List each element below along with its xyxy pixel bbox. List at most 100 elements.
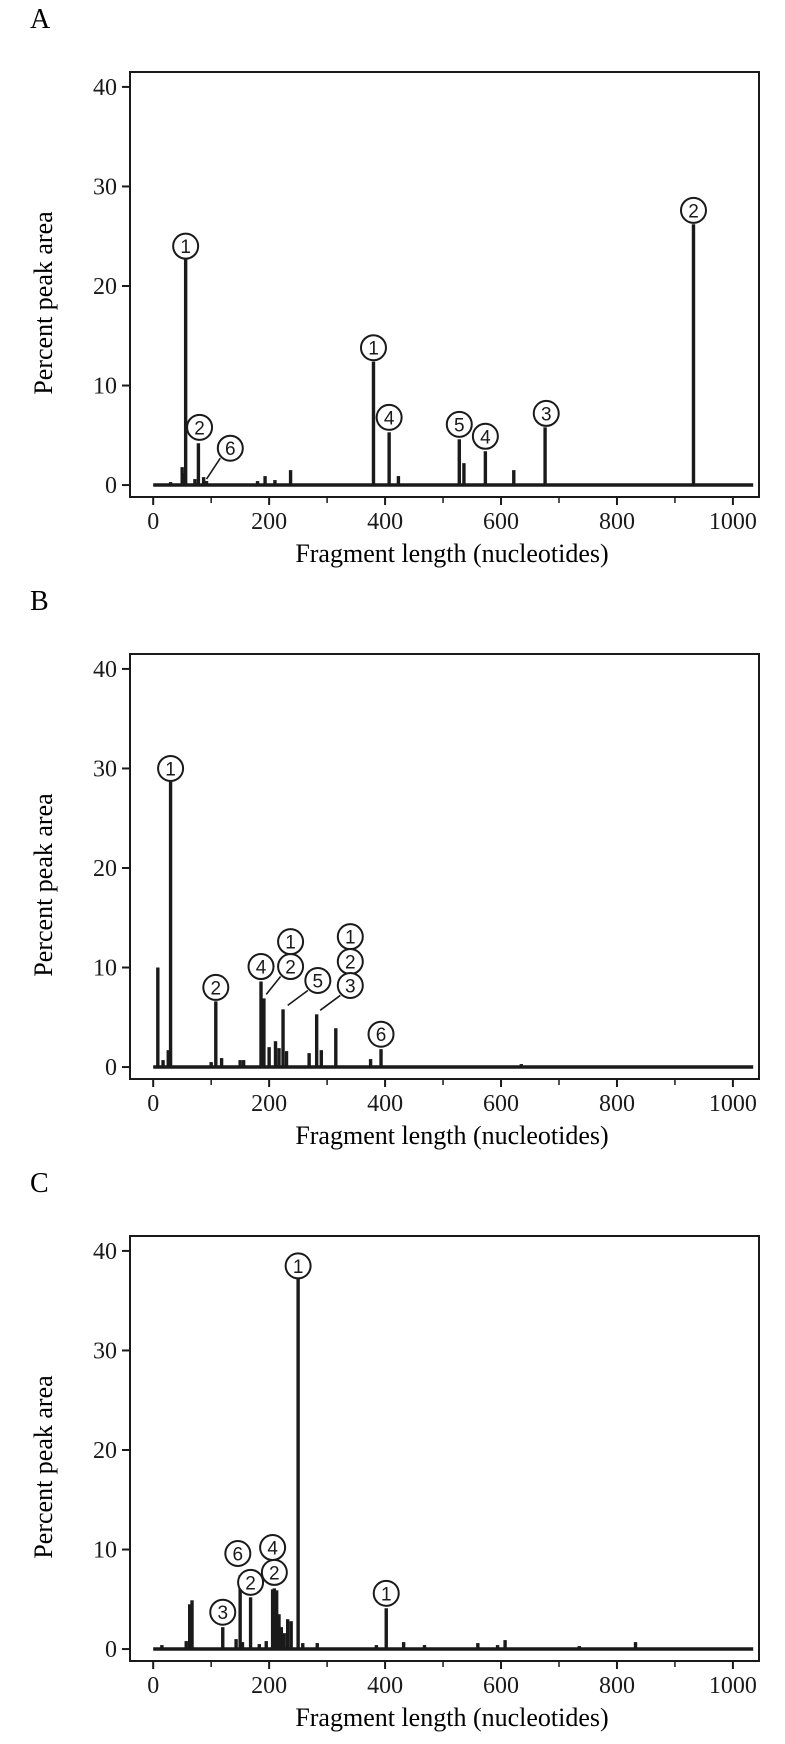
panel-a-annotation-circle-6 — [471, 422, 499, 450]
panel-c-annotation-label-5: 2 — [269, 1563, 280, 1584]
panel-a-y-tick-label-0: 0 — [105, 473, 117, 499]
panel-b-x-tick-label-0: 0 — [147, 1091, 159, 1117]
panel-b-annotation-label-2: 4 — [256, 958, 267, 979]
panel-b-y-tick-label-40: 40 — [93, 657, 117, 683]
panel-a-x-tick-label-600: 600 — [483, 509, 519, 535]
panel-c-annotation-label-1: 3 — [217, 1603, 228, 1624]
panel-c-plot-frame — [129, 1235, 760, 1662]
panel-a-annotation-circle-4 — [375, 403, 403, 431]
panel-a-letter: A — [30, 4, 51, 35]
panel-a-annotation-circle-5 — [445, 410, 473, 438]
panel-c-annotation-circle-6 — [372, 1579, 400, 1607]
panel-a-annotation-label-4: 4 — [384, 408, 395, 429]
panel-c-annotation-label-3: 2 — [245, 1573, 256, 1594]
panel-a-x-tick-label-200: 200 — [251, 509, 287, 535]
panel-b-x-tick-label-200: 200 — [251, 1091, 287, 1117]
panel-a-annotation-label-7: 3 — [541, 404, 552, 425]
panel-a-annotation-label-6: 4 — [480, 427, 491, 448]
panel-c-x-tick-label-800: 800 — [599, 1673, 635, 1699]
panel-c-y-tick-label-20: 20 — [93, 1438, 117, 1464]
panel-a-x-tick-label-800: 800 — [599, 509, 635, 535]
panel-c-y-tick-label-30: 30 — [93, 1338, 117, 1364]
panel-c-y-tick-label-0: 0 — [105, 1637, 117, 1663]
panel-a-annotation-label-5: 5 — [454, 415, 465, 436]
panel-c-annotation-circle-5 — [260, 1558, 288, 1586]
panel-a-x-tick-label-0: 0 — [147, 509, 159, 535]
panel-b-letter: B — [30, 586, 49, 617]
panel-c: C Percent peak area Fragment length (nuc… — [29, 1168, 760, 1732]
panel-b-y-tick-label-20: 20 — [93, 856, 117, 882]
panel-c-annotation-label-6: 1 — [381, 1584, 392, 1605]
panel-c-x-tick-label-200: 200 — [251, 1673, 287, 1699]
panel-b-y-tick-label-10: 10 — [93, 956, 117, 982]
panel-c-x-axis-title: Fragment length (nucleotides) — [295, 1703, 608, 1732]
panel-c-annotation-circle-3 — [237, 1568, 265, 1596]
panel-a-annotation-circle-0 — [172, 232, 200, 260]
panel-b-annotation-circle-1 — [202, 973, 230, 1001]
panel-a-annotation-label-3: 1 — [368, 339, 379, 360]
panel-c-annotation-label-2: 6 — [233, 1545, 244, 1566]
panel-b-annotation-leader-8 — [319, 994, 341, 1011]
panel-a-y-axis-title: Percent peak area — [29, 211, 58, 395]
panel-b-annotation-label-4: 1 — [285, 933, 296, 954]
panel-b-annotation-leader-3 — [265, 976, 282, 995]
panel-a-annotation-circle-1 — [186, 413, 214, 441]
panel-c-x-tick-label-0: 0 — [147, 1673, 159, 1699]
panel-a-annotation-label-1: 2 — [194, 418, 205, 439]
panel-c-letter: C — [30, 1168, 49, 1199]
panel-a-annotation-circle-7 — [532, 399, 560, 427]
panel-c-x-tick-label-400: 400 — [367, 1673, 403, 1699]
panel-b-y-axis-title: Percent peak area — [29, 793, 58, 977]
panel-b-x-tick-label-1000: 1000 — [709, 1091, 757, 1117]
panel-a-y-tick-label-40: 40 — [93, 75, 117, 101]
panel-a-plot-frame — [129, 71, 760, 498]
panel-a-annotation-label-0: 1 — [180, 237, 191, 258]
panel-b-annotation-label-1: 2 — [211, 978, 222, 999]
panel-a-x-tick-label-400: 400 — [367, 509, 403, 535]
panel-b-x-axis-title: Fragment length (nucleotides) — [295, 1121, 608, 1150]
panel-c-annotation-circle-2 — [224, 1540, 252, 1568]
panel-b-annotation-label-9: 6 — [376, 1025, 387, 1046]
panel-a-annotation-label-8: 2 — [688, 201, 699, 222]
panel-b-annotation-leader-5 — [287, 989, 309, 1006]
panel-a-y-tick-label-10: 10 — [93, 374, 117, 400]
panel-b-annotation-label-3: 2 — [285, 958, 296, 979]
panel-c-y-tick-label-40: 40 — [93, 1239, 117, 1265]
panel-c-annotation-circle-0 — [284, 1252, 312, 1280]
panel-b-annotation-label-5: 5 — [313, 971, 324, 992]
panel-b-annotation-label-6: 1 — [345, 928, 356, 949]
panel-b-annotation-circle-5 — [304, 966, 332, 994]
panel-b-annotation-label-0: 1 — [165, 759, 176, 780]
panel-c-x-tick-label-1000: 1000 — [709, 1673, 757, 1699]
panel-a-annotation-leader-2 — [205, 457, 221, 480]
panel-b-plot-frame — [129, 653, 760, 1080]
panel-a-x-tick-label-1000: 1000 — [709, 509, 757, 535]
panel-c-annotation-circle-1 — [209, 1598, 237, 1626]
panel-c-annotation-label-4: 4 — [267, 1539, 278, 1560]
panel-c-y-tick-label-10: 10 — [93, 1538, 117, 1564]
panel-b-annotation-circle-4 — [277, 928, 305, 956]
panel-c-x-tick-label-600: 600 — [483, 1673, 519, 1699]
panel-b-x-tick-label-400: 400 — [367, 1091, 403, 1117]
panel-b-annotation-circle-0 — [157, 754, 185, 782]
panel-b: B Percent peak area Fragment length (nuc… — [29, 586, 760, 1150]
panel-a-y-tick-label-20: 20 — [93, 274, 117, 300]
panel-a-annotation-circle-8 — [679, 196, 707, 224]
panel-b-annotation-circle-2 — [247, 953, 275, 981]
panel-a-annotation-circle-3 — [359, 334, 387, 362]
panel-a-y-tick-label-30: 30 — [93, 174, 117, 200]
panel-b-x-tick-label-800: 800 — [599, 1091, 635, 1117]
panel-b-y-tick-label-0: 0 — [105, 1055, 117, 1081]
panel-b-y-tick-label-30: 30 — [93, 756, 117, 782]
panel-a-x-axis-title: Fragment length (nucleotides) — [295, 539, 608, 568]
panel-c-annotation-label-0: 1 — [293, 1257, 304, 1278]
panel-b-annotation-circle-8 — [336, 971, 364, 999]
panel-a-annotation-label-2: 6 — [225, 439, 236, 460]
panel-a: A Percent peak area Fragment length (nuc… — [29, 4, 760, 568]
panel-a-annotation-circle-2 — [216, 434, 244, 462]
panel-c-y-axis-title: Percent peak area — [29, 1375, 58, 1559]
